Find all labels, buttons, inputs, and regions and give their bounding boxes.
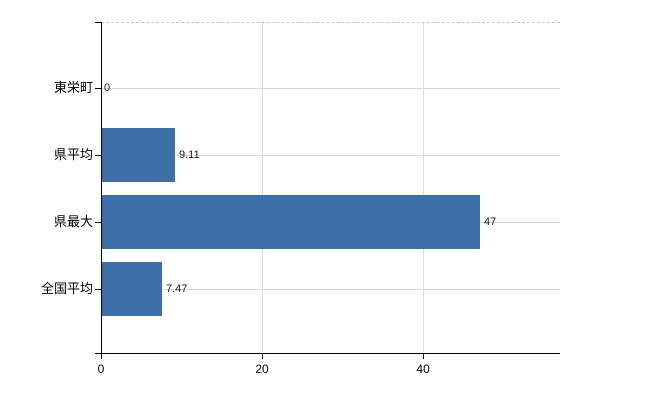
x-axis-line xyxy=(95,353,560,354)
bar-value-label: 47 xyxy=(484,216,497,228)
category-label: 全国平均 xyxy=(40,281,93,296)
y-axis-tick xyxy=(95,88,101,89)
gridline-horizontal xyxy=(101,289,560,290)
category-label: 県最大 xyxy=(53,214,93,229)
bar xyxy=(102,128,175,182)
x-axis-tick xyxy=(423,353,425,359)
bar-value-label: 7.47 xyxy=(166,283,188,295)
x-axis-tick xyxy=(262,353,264,359)
bar xyxy=(102,262,162,316)
gridline-vertical xyxy=(262,22,264,353)
y-axis-tick xyxy=(95,222,101,223)
x-tick-label: 20 xyxy=(255,362,269,376)
y-axis-tick xyxy=(95,289,101,290)
x-tick-label: 40 xyxy=(416,362,430,376)
y-axis-line xyxy=(101,22,102,353)
gridline-vertical xyxy=(423,22,425,353)
y-axis-tick xyxy=(95,155,101,156)
gridline-horizontal xyxy=(101,155,560,156)
bar-value-label: 9.11 xyxy=(179,149,200,161)
bar xyxy=(102,195,480,249)
category-label: 東栄町 xyxy=(53,80,93,95)
y-axis-end-tick xyxy=(95,22,101,23)
x-axis-tick xyxy=(101,353,102,359)
bar-value-label: 0 xyxy=(104,82,111,94)
gridline-horizontal xyxy=(101,88,560,89)
x-tick-label: 0 xyxy=(97,362,105,376)
category-label: 県平均 xyxy=(53,147,93,162)
plot-top-border xyxy=(101,22,560,23)
